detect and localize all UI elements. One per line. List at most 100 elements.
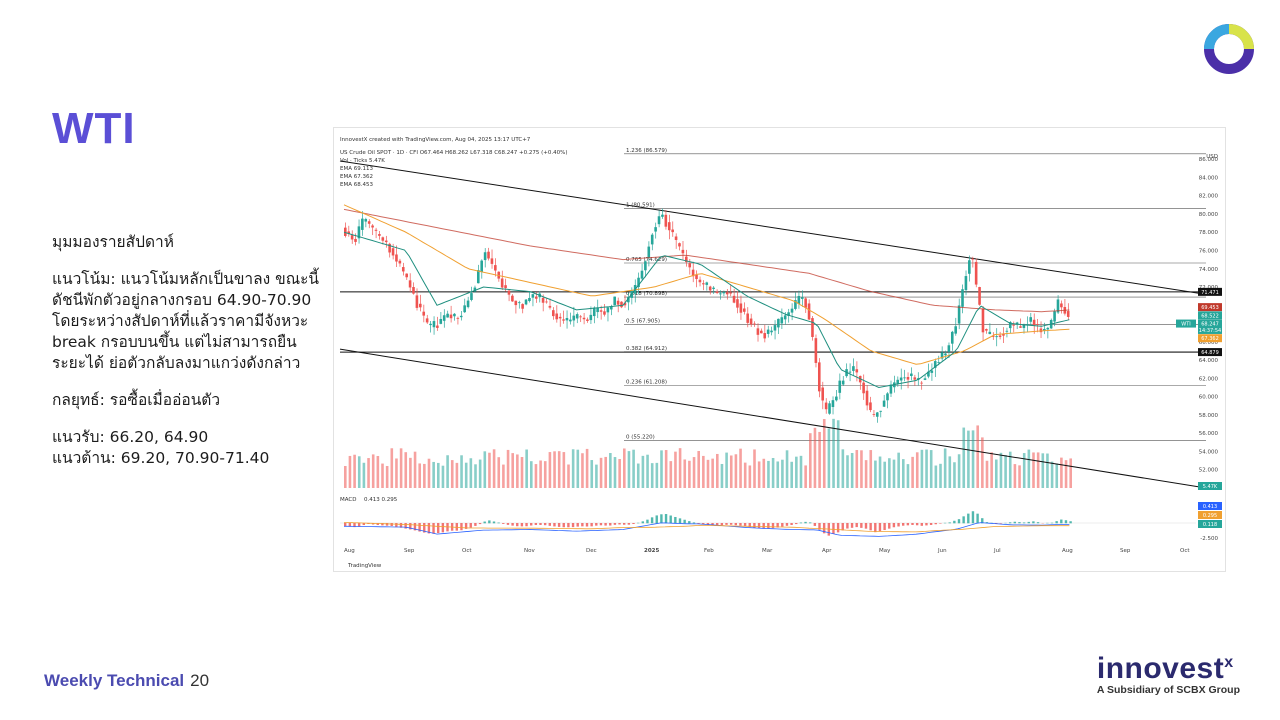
macd-histogram-bar: [385, 523, 389, 526]
volume-bar: [892, 459, 896, 488]
candle-body: [742, 308, 746, 312]
candle-body: [565, 318, 569, 321]
candle-body: [910, 373, 913, 377]
macd-histogram-bar: [502, 523, 505, 524]
x-axis-label: Jun: [937, 548, 947, 554]
volume-bar: [385, 465, 389, 488]
volume-bar: [725, 452, 728, 488]
volume-bar: [878, 456, 882, 488]
volume-bar: [585, 448, 589, 488]
macd-histogram-bar: [506, 523, 510, 525]
x-axis-label: 2025: [644, 548, 659, 554]
fib-level-label: 0.618 (70.898): [626, 291, 667, 297]
volume-bar: [497, 457, 501, 488]
candle-body: [985, 329, 988, 331]
macd-histogram-bar: [469, 523, 472, 528]
candle-body: [947, 345, 951, 352]
ema-short-line: [343, 231, 1070, 389]
macd-histogram-bar: [1036, 522, 1040, 524]
volume-bar: [492, 449, 496, 488]
volume-bar: [655, 462, 659, 488]
x-axis-label: Jul: [993, 548, 1001, 554]
macd-histogram-bar: [692, 522, 696, 524]
macd-histogram-bar: [674, 516, 677, 524]
macd-histogram-bar: [720, 523, 724, 526]
candle-body: [470, 293, 473, 300]
volume-bar: [902, 459, 905, 488]
candle-body: [657, 216, 661, 225]
candle-body: [773, 325, 777, 331]
candle-body: [749, 318, 753, 325]
volume-bar: [427, 458, 431, 488]
candle-body: [1012, 324, 1015, 326]
candle-body: [476, 270, 480, 284]
volume-bar: [609, 453, 612, 488]
candle-body: [903, 377, 906, 379]
candle-body: [1046, 327, 1050, 330]
candle-body: [344, 227, 347, 236]
volume-bar: [771, 457, 775, 488]
analysis-text: มุมมองรายสัปดาห์ แนวโน้ม: แนวโน้มหลักเป็…: [52, 232, 322, 485]
candle-body: [500, 278, 504, 288]
candle-body: [1043, 328, 1046, 331]
candle-body: [865, 390, 869, 406]
candle-body: [429, 323, 432, 326]
macd-histogram-bar: [604, 523, 607, 526]
candle-body: [388, 243, 391, 253]
volume-bar: [353, 454, 356, 488]
candle-body: [991, 335, 995, 337]
candle-body: [954, 326, 957, 334]
candle-body: [882, 400, 886, 407]
macd-histogram-bar: [832, 523, 835, 534]
volume-bar: [995, 459, 998, 488]
volume-bar: [711, 458, 714, 488]
channel-upper-line: [339, 160, 1207, 295]
macd-histogram-bar: [404, 523, 407, 529]
macd-histogram-bar: [590, 523, 593, 527]
volume-bar: [664, 450, 668, 488]
macd-histogram-bar: [911, 523, 914, 525]
x-axis-label: Sep: [404, 548, 415, 554]
x-axis-label: Nov: [524, 548, 535, 554]
candle-body: [425, 318, 429, 323]
candle-body: [575, 314, 579, 319]
macd-histogram-bar: [1027, 521, 1030, 524]
volume-bar: [413, 451, 417, 488]
macd-histogram-bar: [576, 523, 579, 527]
macd-histogram-bar: [906, 523, 910, 526]
candle-body: [821, 387, 824, 401]
candle-body: [879, 410, 882, 412]
candle-body: [640, 270, 644, 279]
candle-body: [702, 283, 705, 285]
candle-body: [616, 300, 620, 305]
candle-body: [671, 229, 674, 233]
analysis-resistance: แนวต้าน: 69.20, 70.90-71.40: [52, 449, 270, 467]
candle-body: [968, 260, 971, 274]
price-tag-label: 67.362: [1201, 336, 1219, 342]
volume-bar: [939, 463, 942, 488]
y-tick-label: 74.000: [1199, 267, 1219, 273]
candle-body: [531, 294, 535, 298]
candle-body: [463, 305, 466, 313]
candle-body: [923, 378, 927, 380]
volume-bar: [748, 465, 752, 488]
volume-bar: [437, 462, 440, 488]
macd-histogram-bar: [530, 523, 533, 526]
candle-body: [439, 318, 443, 324]
volume-bar: [985, 460, 989, 488]
volume-bar: [613, 457, 617, 488]
macd-histogram-bar: [1060, 519, 1063, 524]
candle-body: [456, 317, 460, 319]
macd-histogram-bar: [562, 523, 565, 528]
macd-histogram-bar: [678, 518, 682, 524]
volume-bar: [753, 449, 756, 488]
candle-body: [763, 333, 767, 339]
candle-body: [480, 260, 483, 272]
candle-body: [838, 380, 842, 393]
candle-body: [654, 227, 657, 232]
volume-bar: [502, 464, 505, 488]
candle-body: [971, 258, 975, 260]
volume-bar: [455, 462, 459, 488]
candle-body: [841, 380, 845, 385]
volume-bar: [539, 460, 542, 488]
